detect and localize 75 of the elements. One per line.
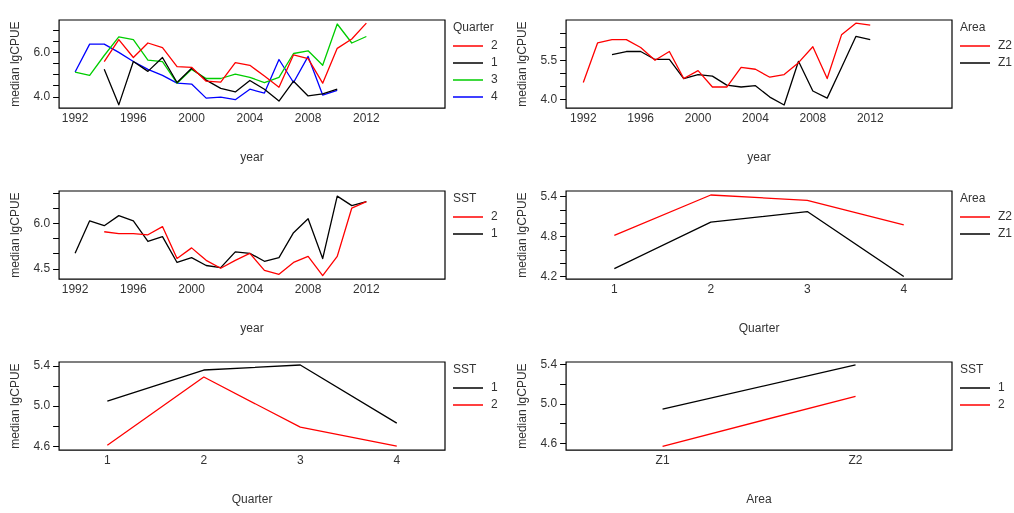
x-tick-label: 4 [393,452,401,467]
x-tick-label: 2008 [294,110,322,125]
y-tick-label: 5.4 [540,189,558,204]
y-tick-label: 6.0 [33,215,51,230]
x-tick-label: 1 [610,281,618,296]
x-tick-label: 3 [803,281,811,296]
y-tick-label: 5.0 [33,398,51,413]
x-axis-title: year [747,150,771,165]
legend-label: 2 [491,397,498,412]
legend-title: SST [453,362,478,377]
legend-label: 4 [491,89,498,104]
y-tick-label: 5.0 [540,396,558,411]
x-axis-title: year [240,321,264,336]
legend-label: Z1 [998,226,1013,241]
x-tick-label: 2012 [856,110,884,125]
legend-label: Z2 [998,209,1013,224]
legend-title: Quarter [453,20,494,35]
y-tick-label: 4.8 [540,229,558,244]
y-tick-label: 6.0 [33,44,51,59]
y-axis-title: median lgCPUE [514,21,529,107]
y-axis-title: median lgCPUE [7,192,22,278]
y-tick-label: 5.4 [33,358,51,373]
legend-label: 1 [491,55,498,70]
y-axis-title: median lgCPUE [514,192,529,278]
legend-label: 1 [491,226,498,241]
x-axis-title: Quarter [231,492,273,507]
x-axis-title: year [240,150,264,165]
x-tick-label: 2012 [353,281,381,296]
x-tick-label: 4 [900,281,908,296]
legend-label: 3 [491,72,498,87]
x-tick-label: 1992 [569,110,597,125]
legend-label: 2 [491,38,498,53]
x-tick-label: Z2 [848,452,863,467]
y-tick-label: 4.6 [33,438,51,453]
x-tick-label: 2004 [236,110,264,125]
y-tick-label: 5.5 [540,52,558,67]
y-tick-label: 4.6 [540,435,558,450]
x-tick-label: 3 [296,452,304,467]
y-tick-label: 4.0 [33,89,51,104]
x-tick-label: 2004 [236,281,264,296]
legend-label: Z1 [998,55,1013,70]
x-tick-label: 2000 [684,110,712,125]
x-tick-label: 2008 [799,110,827,125]
x-tick-label: Z1 [655,452,670,467]
x-tick-label: 2 [200,452,208,467]
legend-title: SST [453,191,478,206]
x-tick-label: 1992 [61,281,89,296]
x-tick-label: 1992 [61,110,89,125]
legend-label: 1 [998,380,1005,395]
legend-title: Area [960,191,986,206]
legend-label: Z2 [998,38,1013,53]
legend-title: SST [960,362,985,377]
y-axis-title: median lgCPUE [7,21,22,107]
legend-label: 1 [491,380,498,395]
y-tick-label: 4.2 [540,268,558,283]
x-tick-label: 1996 [120,281,148,296]
x-axis-title: Area [746,492,773,507]
y-axis-title: median lgCPUE [7,363,22,449]
x-tick-label: 2012 [353,110,381,125]
legend-label: 2 [491,209,498,224]
y-axis-title: median lgCPUE [514,363,529,449]
x-tick-label: 2004 [742,110,770,125]
y-tick-label: 4.5 [33,261,51,276]
x-tick-label: 1 [103,452,111,467]
legend-label: 2 [998,397,1005,412]
x-axis-title: Quarter [738,321,780,336]
legend-title: Area [960,20,986,35]
x-tick-label: 2000 [178,281,206,296]
y-tick-label: 5.4 [540,357,558,372]
x-tick-label: 2000 [178,110,206,125]
x-tick-label: 2 [707,281,715,296]
x-tick-label: 1996 [627,110,655,125]
x-tick-label: 1996 [120,110,148,125]
x-tick-label: 2008 [294,281,322,296]
y-tick-label: 4.0 [540,92,558,107]
